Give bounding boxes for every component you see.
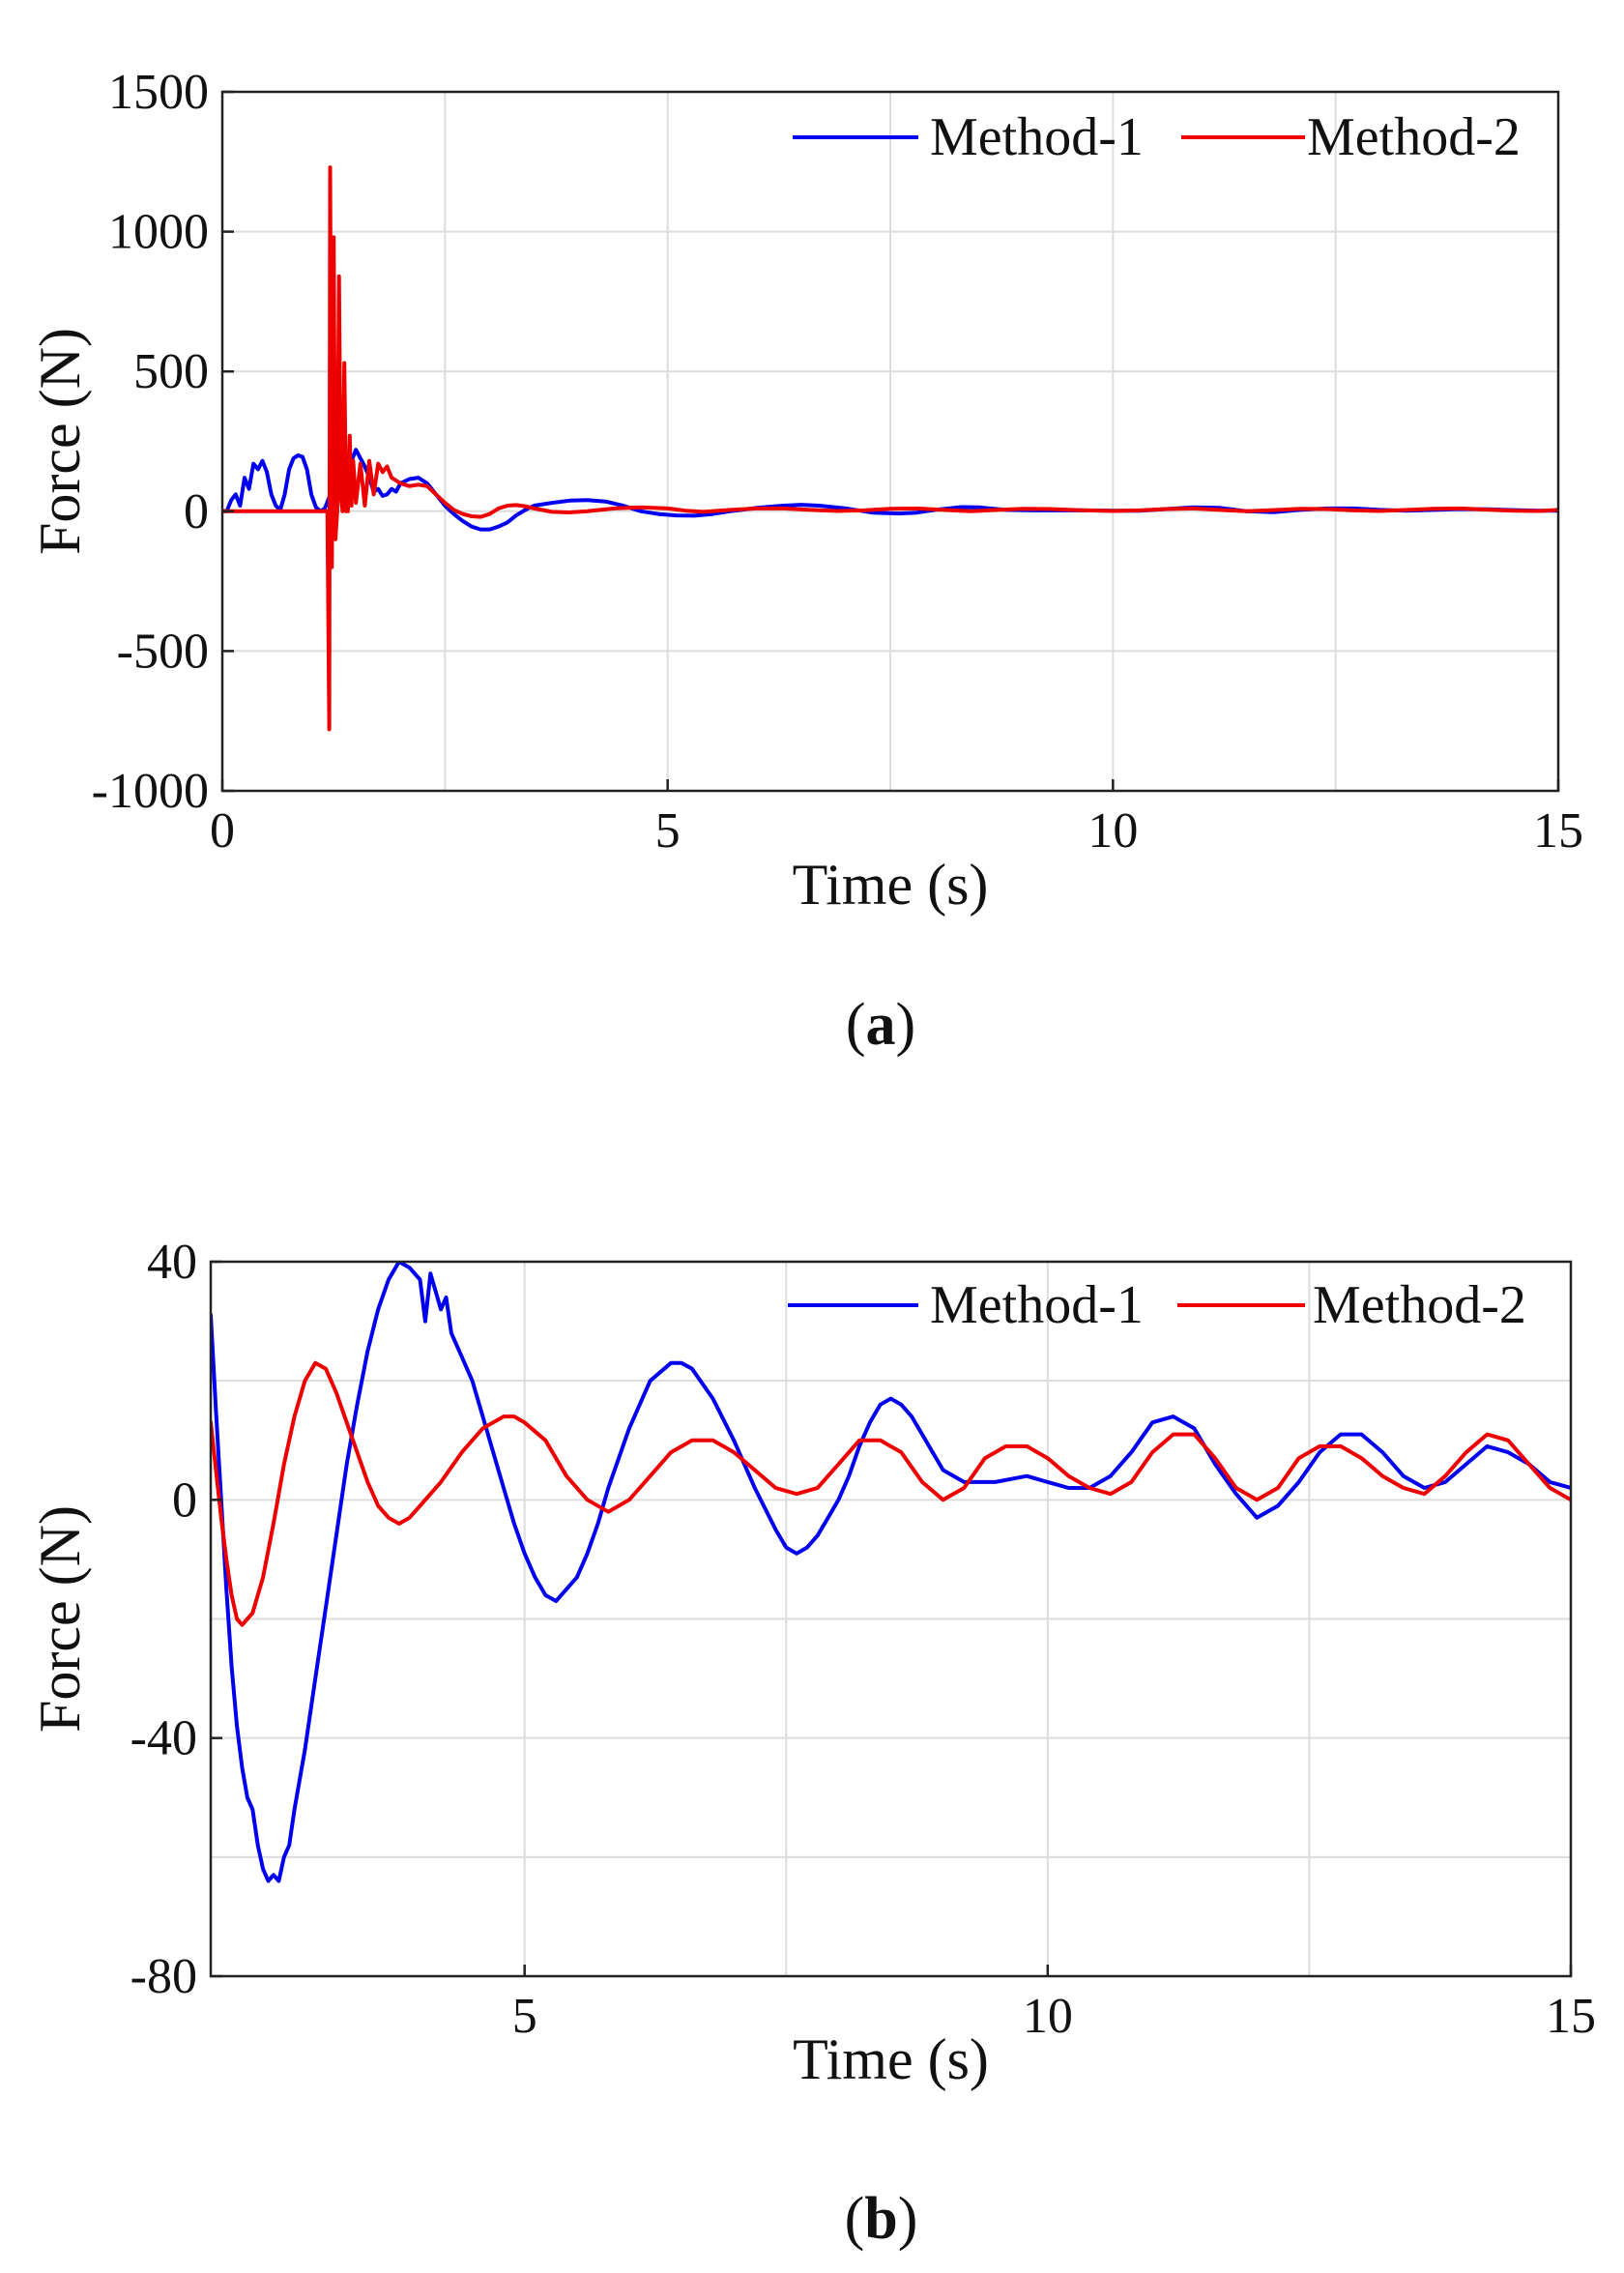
series-line-method-2 [222,165,1558,732]
panel-caption: (b) [845,2186,918,2252]
y-tick-label: 1500 [108,65,209,120]
legend-label-method-1: Method-1 [930,1275,1144,1335]
y-tick-label: -80 [130,1949,197,2004]
y-tick-label: 0 [184,484,209,539]
legend-label-method-2: Method-2 [1307,107,1521,167]
series-line-method-1 [211,1262,1571,1883]
y-tick-label: 40 [147,1235,197,1290]
chart-panel-a: 0 5 10 15 -1000 -500 0 500 1000 1500 Time (s) Force… [28,65,1583,1058]
series-line-method-2 [211,1360,1571,1627]
x-tick-label: 0 [210,803,235,859]
y-tick-label: 1000 [108,205,209,260]
x-axis-title: Time (s) [793,2027,989,2091]
panel-caption: (a) [846,992,915,1058]
y-tick-label: 500 [133,344,209,399]
plot-frame [209,1260,1573,1978]
legend-label-method-1: Method-1 [930,107,1144,167]
legend: Method-1 Method-2 [793,107,1521,167]
x-tick-label: 15 [1533,803,1583,859]
y-axis-title: Force (N) [28,1505,92,1733]
legend-label-method-2: Method-2 [1313,1275,1526,1335]
x-tick-label: 10 [1088,803,1138,859]
y-tick-label: -1000 [92,764,209,819]
x-tick-label: 5 [512,1989,537,2044]
y-tick-label: -500 [117,624,209,679]
y-axis-title: Force (N) [28,328,92,555]
x-axis-title: Time (s) [793,853,989,917]
y-tick-label: -40 [130,1711,197,1766]
gridlines [210,1261,1572,1977]
y-tick-label: 0 [172,1472,197,1528]
x-tick-label: 15 [1546,1989,1596,2044]
legend: Method-1 Method-2 [788,1275,1526,1335]
gridlines [221,91,1559,792]
plot-frame [220,90,1560,793]
x-tick-label: 5 [655,803,681,859]
x-tick-label: 10 [1023,1989,1073,2044]
